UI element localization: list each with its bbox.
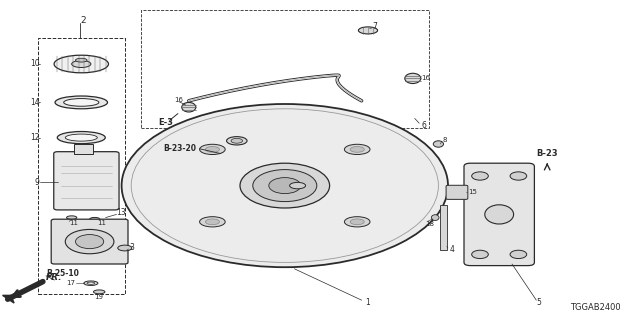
Text: 11: 11 <box>97 220 106 226</box>
Ellipse shape <box>200 144 225 155</box>
Ellipse shape <box>76 58 87 62</box>
Text: 4: 4 <box>449 245 454 254</box>
Circle shape <box>472 172 488 180</box>
Ellipse shape <box>93 290 105 294</box>
Ellipse shape <box>205 219 220 225</box>
Text: 1: 1 <box>365 298 369 307</box>
Text: 18: 18 <box>425 221 434 227</box>
Ellipse shape <box>67 216 77 220</box>
Text: B-25-10: B-25-10 <box>46 269 79 278</box>
Ellipse shape <box>350 147 364 152</box>
Text: 11: 11 <box>69 220 78 226</box>
Text: TGGAB2400: TGGAB2400 <box>570 303 621 312</box>
Ellipse shape <box>64 99 99 106</box>
Bar <box>440 205 447 250</box>
Bar <box>74 144 93 154</box>
Text: B-23: B-23 <box>536 149 558 158</box>
Ellipse shape <box>433 141 444 147</box>
Text: E-3: E-3 <box>159 118 173 127</box>
FancyBboxPatch shape <box>446 185 468 199</box>
Text: 12: 12 <box>30 133 40 142</box>
Text: 5: 5 <box>536 298 541 307</box>
Bar <box>141 10 429 128</box>
Ellipse shape <box>90 218 100 221</box>
Text: 19: 19 <box>95 294 104 300</box>
Circle shape <box>65 229 114 254</box>
Text: 6: 6 <box>421 121 426 130</box>
Text: 3: 3 <box>129 244 134 252</box>
Ellipse shape <box>344 144 370 155</box>
FancyBboxPatch shape <box>464 163 534 266</box>
Ellipse shape <box>290 182 306 189</box>
Bar <box>38 38 125 294</box>
Circle shape <box>122 104 448 267</box>
Ellipse shape <box>58 132 105 144</box>
Ellipse shape <box>344 217 370 227</box>
FancyBboxPatch shape <box>54 152 119 210</box>
Ellipse shape <box>118 245 132 251</box>
Text: 13: 13 <box>116 208 126 217</box>
Text: 7: 7 <box>372 22 378 31</box>
Text: 15: 15 <box>468 189 477 195</box>
Circle shape <box>472 250 488 259</box>
Ellipse shape <box>431 215 439 220</box>
Ellipse shape <box>87 282 95 284</box>
Ellipse shape <box>231 138 243 143</box>
Ellipse shape <box>54 55 109 73</box>
Text: 10: 10 <box>30 60 40 68</box>
Text: 8: 8 <box>443 137 447 143</box>
Circle shape <box>253 170 317 202</box>
Ellipse shape <box>84 281 98 285</box>
Circle shape <box>76 235 104 249</box>
Text: 16: 16 <box>174 97 183 103</box>
Text: 17: 17 <box>67 280 76 286</box>
Ellipse shape <box>65 134 97 141</box>
Ellipse shape <box>72 60 91 68</box>
Text: 14: 14 <box>30 98 40 107</box>
Text: 2: 2 <box>80 16 86 25</box>
Polygon shape <box>3 295 14 303</box>
Text: 16: 16 <box>421 76 430 81</box>
Ellipse shape <box>200 217 225 227</box>
Circle shape <box>240 163 330 208</box>
Ellipse shape <box>205 147 220 152</box>
Ellipse shape <box>350 219 364 225</box>
Circle shape <box>510 172 527 180</box>
Ellipse shape <box>182 102 196 112</box>
Ellipse shape <box>358 27 378 34</box>
FancyBboxPatch shape <box>51 219 128 264</box>
Ellipse shape <box>55 96 108 109</box>
Circle shape <box>269 178 301 194</box>
Ellipse shape <box>405 73 421 84</box>
Ellipse shape <box>227 137 247 145</box>
Circle shape <box>510 250 527 259</box>
Text: B-23-20: B-23-20 <box>163 144 196 153</box>
Ellipse shape <box>485 205 514 224</box>
Text: 9: 9 <box>35 178 40 187</box>
Text: FR.: FR. <box>46 273 63 282</box>
